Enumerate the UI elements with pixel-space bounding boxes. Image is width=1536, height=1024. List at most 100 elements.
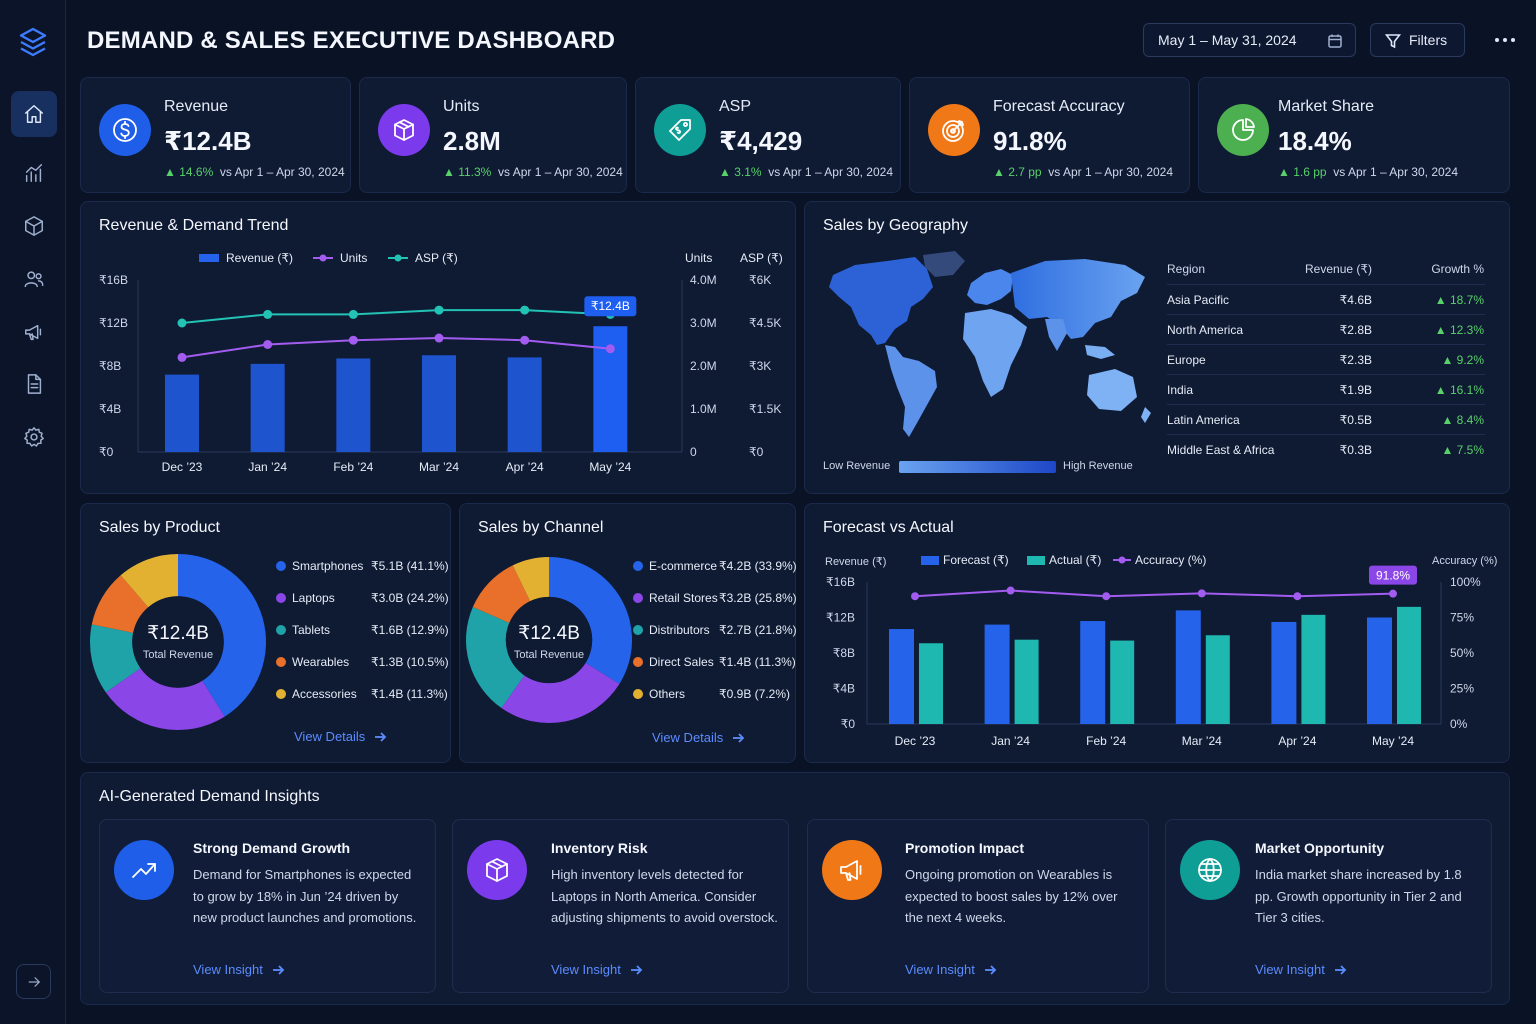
card-title: Forecast vs Actual xyxy=(823,519,954,536)
world-map[interactable] xyxy=(815,247,1155,447)
insight-card-promotion-impact[interactable]: Promotion Impact Ongoing promotion on We… xyxy=(807,819,1149,993)
more-options-button[interactable] xyxy=(1490,28,1520,52)
arrow-right-icon xyxy=(733,732,745,743)
view-insight-link[interactable]: View Insight xyxy=(551,962,643,977)
legend-item[interactable]: Wearables xyxy=(276,655,349,669)
map-region-latin-america[interactable] xyxy=(885,345,937,437)
accuracy-point xyxy=(1197,589,1206,598)
table-row[interactable]: Latin America ₹0.5B ▲ 8.4% xyxy=(1167,404,1485,434)
map-region-north-america[interactable] xyxy=(829,257,933,345)
nav-products[interactable] xyxy=(11,203,57,249)
insight-card-market-opportunity[interactable]: Market Opportunity India market share in… xyxy=(1165,819,1492,993)
x-tick-label: Dec ’23 xyxy=(162,460,203,474)
forecast-bar xyxy=(1080,621,1106,724)
nav-reports[interactable] xyxy=(11,361,57,407)
legend-item[interactable]: E-commerce xyxy=(633,559,717,573)
legend-item[interactable]: Others xyxy=(633,687,685,701)
legend-dot xyxy=(633,657,643,667)
y-tick-label: ₹16B xyxy=(99,273,128,287)
ai-insights-card: AI-Generated Demand Insights Strong Dema… xyxy=(80,772,1510,1005)
sidebar xyxy=(0,0,66,1024)
product-donut-chart[interactable] xyxy=(88,552,268,732)
map-region-se-asia[interactable] xyxy=(1085,345,1115,359)
nav-marketing[interactable] xyxy=(11,309,57,355)
kpi-card-forecast-accuracy[interactable]: Forecast Accuracy 91.8% ▲ 2.7 pp vs Apr … xyxy=(909,77,1190,193)
legend-label: Units xyxy=(340,251,367,265)
kpi-label: ASP xyxy=(719,98,752,115)
view-insight-link[interactable]: View Insight xyxy=(905,962,997,977)
kpi-card-market-share[interactable]: Market Share 18.4% ▲ 1.6 pp vs Apr 1 – A… xyxy=(1198,77,1510,193)
card-title: Sales by Geography xyxy=(823,217,968,234)
table-row[interactable]: India ₹1.9B ▲ 16.1% xyxy=(1167,374,1485,404)
map-region-europe[interactable] xyxy=(967,269,1013,305)
table-row[interactable]: Europe ₹2.3B ▲ 9.2% xyxy=(1167,344,1485,374)
table-row[interactable]: North America ₹2.8B ▲ 12.3% xyxy=(1167,314,1485,344)
kpi-card-asp[interactable]: ASP ₹4,429 ▲ 3.1% vs Apr 1 – Apr 30, 202… xyxy=(635,77,901,193)
map-region-asia-pacific[interactable] xyxy=(1011,259,1145,339)
expand-sidebar-button[interactable] xyxy=(16,964,51,999)
insight-icon-wrap xyxy=(1180,840,1240,900)
delta-up-arrow-icon: ▲ xyxy=(993,165,1009,179)
region-growth: ▲ 12.3% xyxy=(1434,322,1484,337)
document-icon xyxy=(27,374,42,394)
actual-bar xyxy=(1397,606,1421,724)
calendar-icon xyxy=(1328,34,1342,48)
region-revenue: ₹0.3B xyxy=(1339,442,1372,457)
table-row[interactable]: Asia Pacific ₹4.6B ▲ 18.7% xyxy=(1167,284,1485,314)
sales-by-channel-card: Sales by Channel ₹12.4B Total Revenue E-… xyxy=(459,503,797,763)
nav-settings[interactable] xyxy=(11,414,57,460)
arrow-right-icon xyxy=(375,731,387,742)
filters-button[interactable]: Filters xyxy=(1370,23,1465,57)
channel-donut-chart[interactable] xyxy=(464,555,634,725)
kpi-card-units[interactable]: Units 2.8M ▲ 11.3% vs Apr 1 – Apr 30, 20… xyxy=(359,77,627,193)
kpi-card-revenue[interactable]: Revenue ₹12.4B ▲ 14.6% vs Apr 1 – Apr 30… xyxy=(80,77,351,193)
legend-dot xyxy=(276,657,286,667)
kpi-delta-value: 1.6 pp xyxy=(1293,165,1327,179)
view-insight-link[interactable]: View Insight xyxy=(1255,962,1347,977)
insight-card-inventory-risk[interactable]: Inventory Risk High inventory levels det… xyxy=(452,819,789,993)
map-region-india[interactable] xyxy=(1045,319,1067,351)
view-details-link[interactable]: View Details xyxy=(294,729,387,744)
right-tick-label: 0% xyxy=(1450,717,1468,731)
kpi-icon-wrap xyxy=(654,104,706,156)
map-region-greenland[interactable] xyxy=(923,251,965,277)
insight-body: Ongoing promotion on Wearables is expect… xyxy=(905,867,1118,925)
target-icon xyxy=(942,120,964,142)
revenue-bar xyxy=(165,374,199,452)
legend-value: ₹2.7B (21.8%) xyxy=(719,623,797,637)
revenue-bar xyxy=(336,358,371,452)
table-row[interactable]: Middle East & Africa ₹0.3B ▲ 7.5% xyxy=(1167,434,1485,464)
x-tick-label: May ’24 xyxy=(589,460,631,474)
view-details-link[interactable]: View Details xyxy=(652,730,745,745)
revenue-bar xyxy=(250,363,285,452)
revenue-demand-chart: Revenue (₹) Units ASP (₹) Units ASP (₹) ₹0 ₹4B… xyxy=(99,251,783,474)
legend-item[interactable]: Distributors xyxy=(633,623,710,637)
axis-title-left: Revenue (₹) xyxy=(825,556,886,568)
legend-item[interactable]: Tablets xyxy=(276,623,330,637)
insight-card-demand-growth[interactable]: Strong Demand Growth Demand for Smartpho… xyxy=(99,819,436,993)
legend-item[interactable]: Accessories xyxy=(276,687,357,701)
legend-item[interactable]: Direct Sales xyxy=(633,655,714,669)
actual-bar xyxy=(919,643,943,724)
nav-analytics[interactable] xyxy=(11,150,57,196)
legend-item[interactable]: Smartphones xyxy=(276,559,363,573)
view-insight-link[interactable]: View Insight xyxy=(193,962,285,977)
kpi-value: ₹12.4B xyxy=(164,126,252,156)
insight-title: Market Opportunity xyxy=(1255,840,1385,856)
nav-home[interactable] xyxy=(11,91,57,137)
map-region-oceania[interactable] xyxy=(1087,369,1137,411)
accuracy-point xyxy=(1006,586,1015,595)
logo-layers-icon[interactable] xyxy=(18,26,48,60)
accuracy-point xyxy=(911,592,919,601)
forecast-vs-actual-card: Forecast vs Actual Revenue (₹) Accuracy (… xyxy=(804,503,1510,763)
legend-item[interactable]: Laptops xyxy=(276,591,335,605)
y-tick-label: ₹4B xyxy=(99,402,121,416)
legend-item[interactable]: Retail Stores xyxy=(633,591,718,605)
date-range-picker[interactable]: May 1 – May 31, 2024 xyxy=(1143,23,1356,57)
map-region-new-zealand[interactable] xyxy=(1141,407,1151,423)
asp-tick-label: ₹4.5K xyxy=(749,316,781,330)
nav-customers[interactable] xyxy=(11,256,57,302)
map-region-middle-east-africa[interactable] xyxy=(963,309,1027,397)
line-point xyxy=(177,352,187,362)
line-point xyxy=(434,305,444,315)
